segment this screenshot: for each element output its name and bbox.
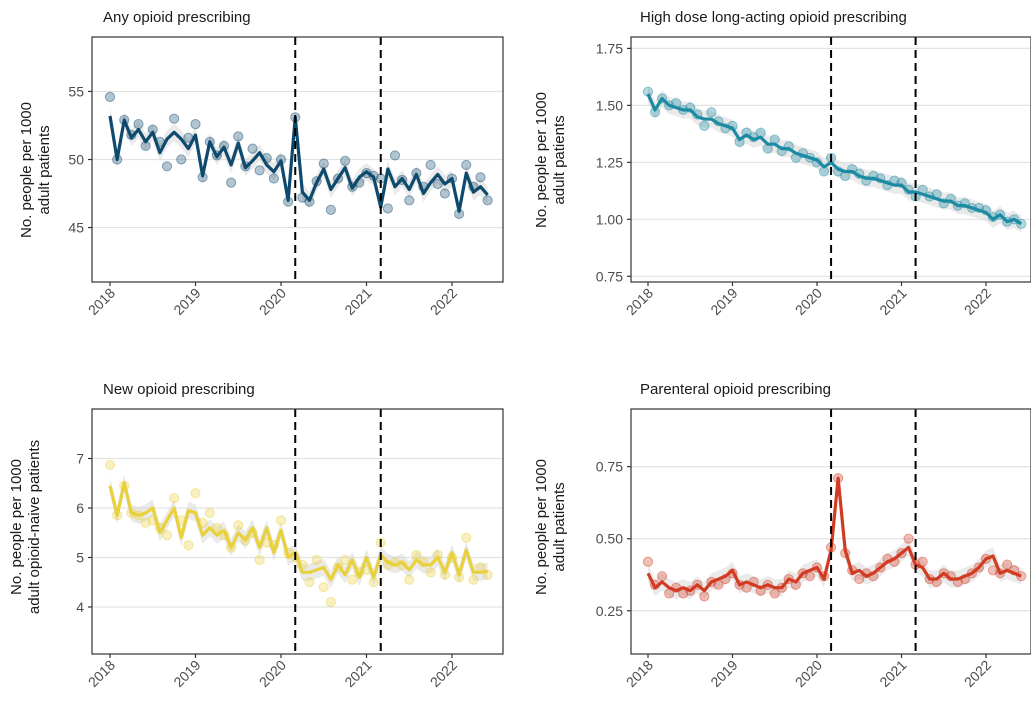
data-point	[389, 150, 401, 161]
data-point	[318, 582, 329, 593]
data-point	[404, 195, 415, 206]
data-point	[169, 492, 180, 504]
data-point	[468, 574, 479, 585]
data-point	[461, 532, 472, 543]
confidence-band	[110, 474, 488, 589]
data-point	[706, 107, 717, 118]
y-tick-label: 1.00	[596, 211, 623, 227]
y-axis-label-line-2: adult opioid-naive patients	[26, 440, 43, 614]
y-tick-label: 1.25	[596, 154, 623, 170]
series-line	[108, 481, 488, 582]
data-point	[211, 522, 222, 533]
data-point	[233, 520, 244, 531]
data-point	[304, 577, 315, 588]
data-point	[318, 158, 329, 169]
confidence-band	[648, 469, 1022, 600]
data-point	[404, 574, 415, 585]
data-layer	[104, 459, 493, 608]
y-tick-label: 45	[68, 220, 84, 236]
data-point	[104, 459, 116, 471]
data-point	[411, 549, 422, 561]
y-tick-label: 4	[76, 599, 84, 615]
data-point	[104, 91, 116, 102]
data-point	[183, 540, 194, 551]
data-point	[325, 596, 336, 608]
y-axis-label-line-2: adult patients	[551, 482, 568, 571]
data-point	[368, 577, 379, 588]
panel-title: Parenteral opioid prescribing	[640, 381, 831, 398]
data-point	[247, 143, 258, 154]
data-point	[190, 119, 201, 130]
data-layer	[104, 91, 493, 220]
data-point	[133, 119, 144, 130]
series-line	[646, 476, 1022, 593]
y-axis-label-line-1: No. people per 1000	[18, 102, 35, 238]
data-point	[854, 573, 865, 585]
data-point	[699, 591, 710, 602]
data-point	[903, 533, 914, 544]
data-point	[432, 178, 443, 190]
data-layer	[642, 85, 1027, 233]
y-axis-label-line-1: No. people per 1000	[8, 459, 25, 595]
y-tick-label: 55	[68, 83, 84, 99]
data-point	[169, 113, 180, 124]
data-point	[439, 188, 450, 199]
data-point	[340, 155, 351, 166]
panel-title: Any opioid prescribing	[103, 9, 251, 26]
series-line	[646, 93, 1023, 226]
data-point	[140, 517, 151, 528]
panel-title: New opioid prescribing	[103, 381, 255, 398]
panel-frame	[630, 408, 1031, 655]
data-point	[656, 571, 668, 582]
y-axis-label-line-1: No. people per 1000	[533, 459, 550, 595]
data-point	[325, 204, 336, 215]
panel-title: High dose long-acting opioid prescribing	[640, 9, 907, 26]
panel-frame	[91, 408, 504, 655]
data-point	[425, 567, 436, 578]
data-point	[275, 515, 287, 526]
y-tick-label: 1.75	[596, 40, 623, 56]
data-point	[268, 173, 279, 184]
data-point	[254, 554, 265, 566]
y-tick-label: 7	[76, 450, 84, 466]
data-point	[699, 120, 710, 131]
data-point	[204, 507, 215, 519]
y-axis-label-line-2: adult patients	[36, 125, 53, 214]
data-point	[461, 159, 472, 171]
y-tick-label: 50	[68, 152, 84, 168]
y-tick-label: 0.75	[596, 459, 623, 475]
panel-parenteral: Parenteral opioid prescribing No. people…	[533, 381, 1031, 690]
data-point	[382, 203, 393, 214]
data-point	[254, 165, 265, 176]
data-point	[642, 556, 654, 567]
y-tick-label: 5	[76, 549, 84, 565]
data-point	[226, 177, 237, 188]
data-point	[233, 131, 244, 142]
data-point	[190, 488, 201, 499]
y-axis-label-line-1: No. people per 1000	[533, 92, 550, 228]
data-point	[482, 195, 493, 206]
y-tick-label: 6	[76, 500, 84, 516]
y-axis-label-line-2: adult patients	[551, 115, 568, 204]
data-point	[475, 172, 486, 183]
data-point	[340, 554, 351, 566]
data-point	[347, 574, 358, 585]
data-point	[176, 154, 187, 165]
data-point	[425, 159, 436, 171]
y-tick-label: 0.25	[596, 603, 623, 619]
data-layer	[642, 469, 1027, 602]
y-tick-label: 0.50	[596, 531, 623, 547]
series-line	[108, 115, 489, 213]
data-point	[161, 530, 173, 541]
y-tick-label: 0.75	[596, 268, 623, 284]
data-point	[311, 554, 322, 566]
data-point	[161, 161, 173, 172]
panel-frame	[630, 36, 1031, 283]
y-tick-label: 1.50	[596, 97, 623, 113]
